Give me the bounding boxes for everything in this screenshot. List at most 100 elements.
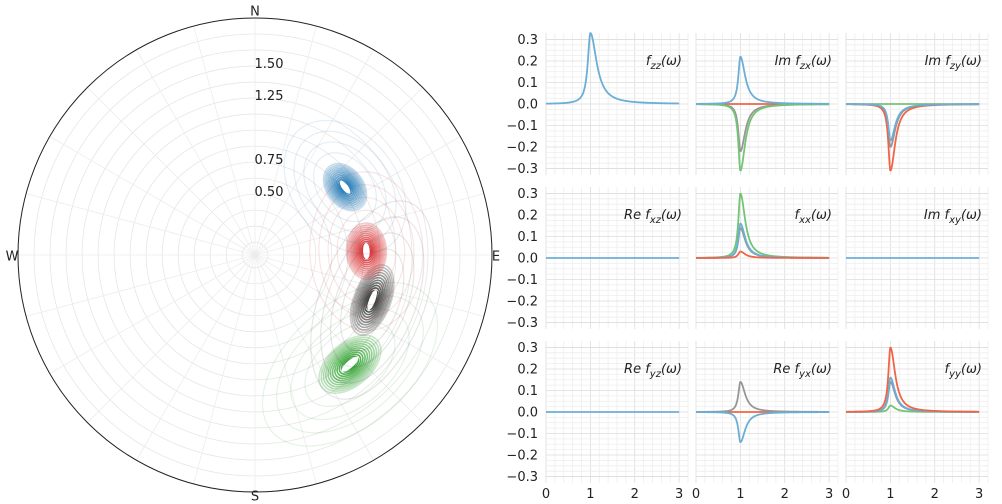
y-tick-label: 0.3 bbox=[517, 187, 538, 202]
y-tick-label: −0.3 bbox=[506, 162, 538, 177]
radial-tick-label: 1.50 bbox=[255, 57, 284, 72]
contour-line bbox=[349, 264, 395, 336]
contour-halo bbox=[318, 184, 415, 319]
polar-grid-spoke bbox=[254, 254, 423, 423]
x-tick-label: 3 bbox=[675, 487, 683, 502]
contour-line bbox=[357, 238, 376, 264]
y-tick-label: 0.1 bbox=[517, 76, 538, 91]
radial-tick-labels: 1.50 1.25 0.75 0.50 bbox=[255, 57, 284, 200]
panel-label: fyy(ω) bbox=[945, 362, 982, 380]
x-tick-label: 2 bbox=[631, 487, 639, 502]
panel-label: Re fyz(ω) bbox=[624, 362, 682, 380]
series-line-red bbox=[845, 346, 980, 413]
contour-halo bbox=[309, 171, 424, 332]
panel-label: Im fzx(ω) bbox=[775, 54, 832, 72]
contour-halo bbox=[310, 200, 435, 400]
contour-line bbox=[338, 353, 362, 375]
y-tick-label: −0.2 bbox=[506, 295, 538, 310]
polar-grid-spoke bbox=[136, 254, 256, 461]
contour-halo bbox=[327, 196, 406, 306]
polar-grid-spoke bbox=[193, 254, 256, 485]
x-tick-label: 3 bbox=[975, 487, 983, 502]
series-line-blue bbox=[846, 103, 980, 142]
contour-line bbox=[333, 174, 357, 200]
compass-north: N bbox=[250, 5, 260, 20]
contour-line bbox=[362, 284, 383, 316]
panel-label: fzz(ω) bbox=[646, 54, 682, 72]
radial-tick-label: 0.75 bbox=[255, 153, 284, 168]
compass-east: E bbox=[492, 250, 500, 265]
contour-line bbox=[327, 343, 373, 386]
contour-line bbox=[334, 349, 366, 380]
x-tick-label: 2 bbox=[931, 487, 939, 502]
polar-grid-spoke bbox=[193, 25, 256, 256]
contour-line bbox=[320, 336, 380, 392]
polar-grid-spoke bbox=[254, 254, 317, 485]
contour-line bbox=[335, 176, 355, 198]
panel-grid-r2-c1 bbox=[695, 341, 839, 483]
x-tick-label: 2 bbox=[781, 487, 789, 502]
contour-line bbox=[352, 269, 392, 331]
series-line-red bbox=[696, 250, 830, 259]
contour-halo bbox=[290, 308, 410, 421]
polar-blobs bbox=[261, 119, 439, 447]
polar-grid-spoke bbox=[254, 49, 374, 256]
panel-r1-c2: Im fxy(ω) bbox=[846, 208, 982, 259]
x-tick-label: 0 bbox=[692, 487, 700, 502]
contour-line bbox=[360, 282, 384, 318]
response-function-grid: 0.3 0.2 0.1 0.0 −0.1 −0.2 −0.3 0.3 0.2 0.1 0.0 −0.1… bbox=[506, 32, 989, 502]
contour-line bbox=[329, 345, 371, 384]
x-tick-label: 1 bbox=[886, 487, 894, 502]
panel-label: Im fxy(ω) bbox=[924, 208, 982, 226]
contour-blob-3 bbox=[283, 119, 407, 255]
x-tick-label: 0 bbox=[842, 487, 850, 502]
contour-line bbox=[327, 167, 363, 207]
contour-halo bbox=[276, 295, 424, 434]
contour-line bbox=[355, 236, 377, 266]
y-tick-label: −0.1 bbox=[506, 119, 538, 134]
contour-line bbox=[329, 169, 362, 205]
compass-west: W bbox=[6, 250, 19, 265]
series-line-gray bbox=[696, 381, 830, 413]
contour-blob-2 bbox=[309, 171, 424, 332]
contour-line bbox=[354, 271, 390, 329]
y-tick-label: 0.3 bbox=[517, 341, 538, 356]
polar-grid-spoke bbox=[254, 254, 374, 461]
panel-r2-c1: Re fyx(ω) bbox=[696, 362, 832, 443]
panel-r2-c0: Re fyz(ω) bbox=[546, 362, 682, 413]
contour-line bbox=[325, 340, 375, 388]
contour-line bbox=[357, 276, 387, 324]
polar-frame bbox=[17, 17, 493, 493]
panel-r0-c0: fzz(ω) bbox=[545, 32, 682, 105]
y-tick-label: −0.3 bbox=[506, 470, 538, 485]
y-tick-label: 0.3 bbox=[517, 33, 538, 48]
contour-line bbox=[318, 334, 382, 394]
contour-halo bbox=[336, 209, 397, 293]
contour-halo bbox=[303, 141, 387, 233]
contour-blob-0 bbox=[261, 281, 439, 447]
panel-r0-c2: Im fzy(ω) bbox=[845, 54, 982, 172]
panel-label: fxx(ω) bbox=[795, 208, 832, 226]
y-tick-label: 0.1 bbox=[517, 384, 538, 399]
polar-grid-spoke bbox=[87, 87, 256, 256]
series-line-gray bbox=[695, 103, 830, 153]
contour-line bbox=[325, 166, 365, 209]
polar-grid-spoke bbox=[25, 254, 256, 317]
contour-line bbox=[330, 171, 360, 203]
contour-line bbox=[331, 347, 369, 382]
contour-line bbox=[347, 224, 386, 278]
contour-core bbox=[367, 289, 378, 311]
contour-line bbox=[349, 228, 383, 274]
polar-grid-spoke bbox=[254, 25, 317, 256]
panel-r1-c1: fxx(ω) bbox=[695, 192, 832, 259]
contour-line bbox=[356, 274, 389, 326]
contour-halo bbox=[304, 321, 396, 407]
y-tick-label: 0.2 bbox=[517, 54, 538, 69]
polar-grid-spoke bbox=[136, 49, 256, 256]
contour-halo bbox=[313, 152, 377, 223]
contour-line bbox=[322, 338, 378, 390]
y-tick-label: 0.2 bbox=[517, 362, 538, 377]
panel-r1-c0: Re fxz(ω) bbox=[546, 208, 682, 259]
x-tick-label: 0 bbox=[542, 487, 550, 502]
contour-line bbox=[352, 232, 380, 270]
